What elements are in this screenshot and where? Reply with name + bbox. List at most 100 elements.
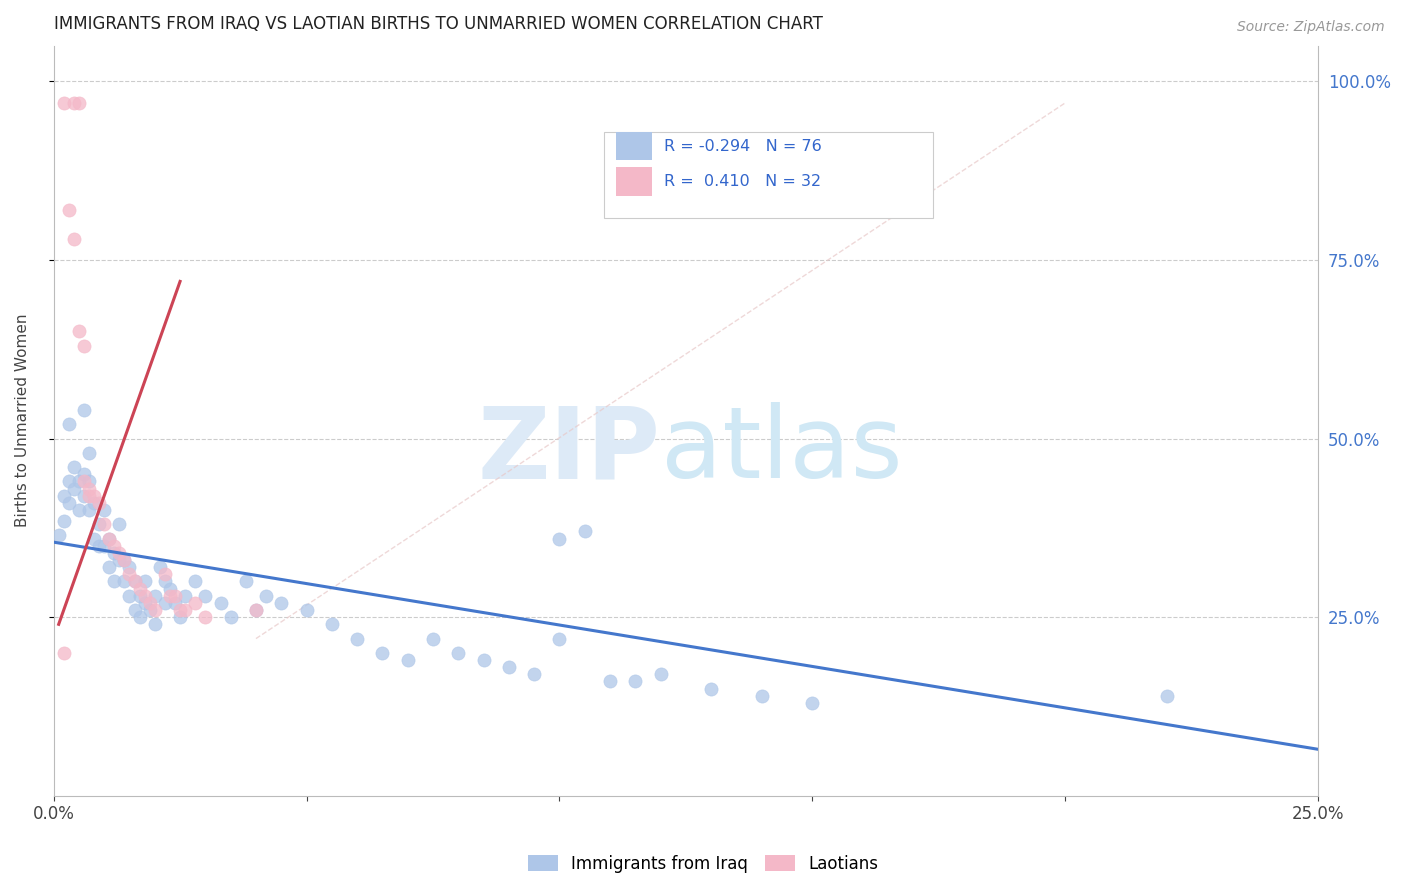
Point bbox=[108, 517, 131, 532]
Point bbox=[48, 528, 70, 542]
Point bbox=[114, 574, 136, 589]
Point bbox=[472, 653, 495, 667]
Point bbox=[108, 553, 131, 567]
Point bbox=[89, 539, 111, 553]
Point bbox=[184, 596, 207, 610]
Point bbox=[295, 603, 318, 617]
Point bbox=[118, 589, 141, 603]
Point bbox=[52, 646, 75, 660]
Point bbox=[1156, 689, 1178, 703]
Point bbox=[153, 596, 176, 610]
Point bbox=[447, 646, 470, 660]
Point bbox=[138, 596, 160, 610]
Point bbox=[58, 496, 80, 510]
Point bbox=[143, 589, 166, 603]
Bar bbox=[616, 132, 652, 161]
Point bbox=[77, 446, 100, 460]
Point bbox=[67, 503, 90, 517]
Point bbox=[134, 596, 156, 610]
Point bbox=[103, 539, 125, 553]
Point bbox=[63, 231, 86, 245]
Point bbox=[153, 567, 176, 582]
FancyBboxPatch shape bbox=[603, 132, 932, 219]
Point bbox=[108, 546, 131, 560]
Point bbox=[700, 681, 723, 696]
Point bbox=[219, 610, 242, 624]
Point bbox=[73, 475, 96, 489]
Text: R =  0.410   N = 32: R = 0.410 N = 32 bbox=[665, 174, 821, 189]
Point bbox=[63, 482, 86, 496]
Point bbox=[63, 460, 86, 475]
Point bbox=[134, 589, 156, 603]
Point bbox=[128, 582, 150, 596]
Point bbox=[52, 95, 75, 110]
Point bbox=[98, 560, 121, 574]
Point bbox=[396, 653, 419, 667]
Point bbox=[93, 539, 115, 553]
Point bbox=[77, 503, 100, 517]
Point bbox=[574, 524, 596, 539]
Point bbox=[143, 603, 166, 617]
Point bbox=[235, 574, 257, 589]
Point bbox=[73, 339, 96, 353]
Point bbox=[599, 674, 621, 689]
Point bbox=[63, 95, 86, 110]
Point bbox=[163, 596, 186, 610]
Point bbox=[83, 496, 105, 510]
Point bbox=[169, 603, 191, 617]
Text: R = -0.294   N = 76: R = -0.294 N = 76 bbox=[665, 138, 823, 153]
Text: Source: ZipAtlas.com: Source: ZipAtlas.com bbox=[1237, 20, 1385, 34]
Point bbox=[77, 482, 100, 496]
Point bbox=[174, 589, 197, 603]
Point bbox=[498, 660, 520, 674]
Point bbox=[245, 603, 267, 617]
Point bbox=[118, 567, 141, 582]
Point bbox=[58, 475, 80, 489]
Point bbox=[83, 532, 105, 546]
Point bbox=[548, 532, 571, 546]
Point bbox=[422, 632, 444, 646]
Bar bbox=[616, 167, 652, 195]
Point bbox=[801, 696, 824, 710]
Point bbox=[270, 596, 292, 610]
Point bbox=[184, 574, 207, 589]
Point bbox=[52, 514, 75, 528]
Point bbox=[73, 467, 96, 482]
Point bbox=[58, 417, 80, 432]
Point bbox=[194, 589, 217, 603]
Point bbox=[624, 674, 647, 689]
Point bbox=[128, 589, 150, 603]
Point bbox=[58, 202, 80, 217]
Point bbox=[163, 589, 186, 603]
Text: atlas: atlas bbox=[661, 402, 903, 500]
Point bbox=[124, 574, 146, 589]
Y-axis label: Births to Unmarried Women: Births to Unmarried Women bbox=[15, 314, 30, 527]
Point bbox=[254, 589, 277, 603]
Point bbox=[118, 560, 141, 574]
Point bbox=[159, 589, 181, 603]
Point bbox=[114, 553, 136, 567]
Point bbox=[98, 532, 121, 546]
Point bbox=[93, 503, 115, 517]
Point bbox=[149, 560, 172, 574]
Point bbox=[52, 489, 75, 503]
Point bbox=[174, 603, 197, 617]
Point bbox=[153, 574, 176, 589]
Point bbox=[73, 489, 96, 503]
Point bbox=[194, 610, 217, 624]
Point bbox=[650, 667, 672, 681]
Point bbox=[73, 403, 96, 417]
Point bbox=[138, 603, 160, 617]
Point bbox=[134, 574, 156, 589]
Point bbox=[371, 646, 394, 660]
Point bbox=[67, 95, 90, 110]
Point bbox=[346, 632, 368, 646]
Point bbox=[321, 617, 343, 632]
Point bbox=[209, 596, 232, 610]
Point bbox=[67, 325, 90, 339]
Point bbox=[124, 603, 146, 617]
Point bbox=[128, 610, 150, 624]
Point bbox=[89, 496, 111, 510]
Point bbox=[89, 517, 111, 532]
Text: IMMIGRANTS FROM IRAQ VS LAOTIAN BIRTHS TO UNMARRIED WOMEN CORRELATION CHART: IMMIGRANTS FROM IRAQ VS LAOTIAN BIRTHS T… bbox=[53, 15, 823, 33]
